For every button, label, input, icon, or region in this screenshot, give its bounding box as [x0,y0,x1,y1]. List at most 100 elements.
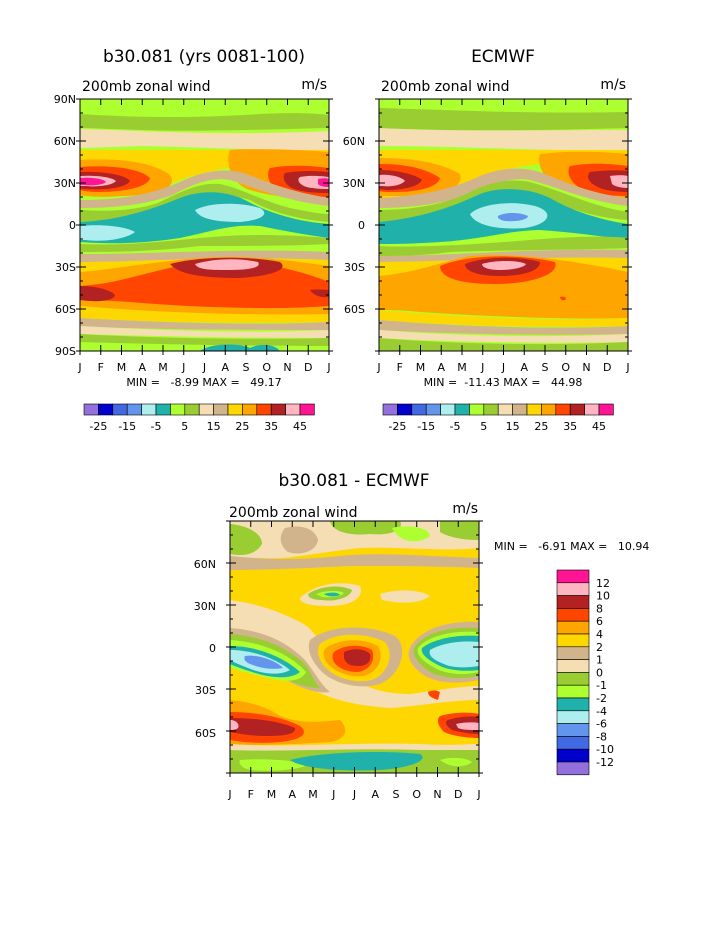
legend-swatch [556,569,590,584]
lat-label: 30N [54,177,76,190]
legend-swatch [556,633,590,648]
legend-swatch [556,608,590,622]
legend-label: -1 [596,679,607,692]
panel-model: b30.081 (yrs 0081-100) 200mb zonal wind … [54,47,333,433]
legend-label: -10 [596,743,614,756]
lat-label: 30S [344,261,365,274]
month-label: N [283,361,291,374]
legend-label: 25 [235,420,249,433]
min-max-stats: MIN = -8.99 MAX = 49.17 [126,376,281,389]
month-label: J [480,361,484,374]
lat-label: 90N [54,93,76,106]
legend-swatch [98,403,114,416]
legend-label: 25 [534,420,548,433]
legend-swatch [556,710,590,724]
month-label: M [457,361,467,374]
legend-swatch [526,403,542,416]
month-label: O [561,361,570,374]
legend-swatch [270,403,286,416]
legend-swatch [555,403,571,416]
month-label: J [501,361,505,374]
legend-swatch [556,684,590,699]
month-label: F [248,788,254,801]
legend-swatch [285,403,301,416]
legend-swatch [425,403,441,416]
contour-field [379,99,628,351]
month-label: M [267,788,277,801]
month-label: J [352,788,356,801]
legend-label: -5 [151,420,162,433]
legend-swatch [126,403,142,416]
legend-swatch [227,403,243,416]
legend-label: 15 [506,420,520,433]
legend-swatch [556,620,590,635]
legend-swatch [483,403,499,416]
legend-label: -8 [596,730,607,743]
legend-label: -12 [596,756,614,769]
legend-swatch [83,403,99,416]
legend-swatch [184,403,200,416]
legend-label: 0 [596,666,603,679]
legend-swatch [512,403,528,416]
panel-subtitle: 200mb zonal wind [381,79,510,95]
legend-swatch [112,403,128,416]
legend-label: -2 [596,692,607,705]
month-label: A [221,361,229,374]
legend-label: 15 [207,420,221,433]
legend-swatch [170,403,186,416]
panel-units: m/s [600,77,626,93]
legend-swatch [556,723,590,737]
lat-label: 0 [358,219,365,232]
legend-label: 8 [596,602,603,615]
month-label: N [582,361,590,374]
month-label: S [542,361,549,374]
axis-ticks [375,98,632,355]
legend-label: -25 [89,420,107,433]
month-label: M [117,361,127,374]
legend-label: 5 [181,420,188,433]
legend-swatch [141,403,157,416]
legend-swatch [213,403,229,416]
month-label: S [393,788,400,801]
legend-swatch [242,403,258,416]
panel-units: m/s [452,501,478,517]
month-label: M [308,788,318,801]
contour-field [80,99,329,351]
month-label: O [412,788,421,801]
y-axis-labels: 60N 30N 0 30S 60S [194,558,216,740]
lat-label: 60S [344,303,365,316]
legend-swatch [569,403,585,416]
month-label: J [476,788,480,801]
month-label: M [416,361,426,374]
month-label: D [603,361,611,374]
lat-label: 30N [343,177,365,190]
legend-swatch [454,403,470,416]
lat-label: 60N [54,135,76,148]
lat-label: 30S [55,261,76,274]
month-label: J [625,361,629,374]
y-axis-labels: 90N 60N 30N 0 30S 60S 90S [54,93,76,358]
legend-swatch [469,403,485,416]
legend-swatch [584,403,600,416]
legend-swatch [541,403,557,416]
month-label: D [454,788,462,801]
lat-label: 0 [209,642,216,655]
month-label: J [326,361,330,374]
month-label: S [243,361,250,374]
legend-label: 2 [596,641,603,654]
panel-difference: b30.081 - ECMWF 200mb zonal wind m/s [194,471,650,801]
legend-label: -4 [596,705,607,718]
panel-title: ECMWF [471,47,535,67]
lat-label: 60N [194,558,216,571]
legend-label: 1 [596,654,603,667]
month-label: F [98,361,104,374]
legend-swatch [155,403,171,416]
legend-label: 6 [596,615,603,628]
panel-subtitle: 200mb zonal wind [82,79,211,95]
axis-ticks [76,98,333,355]
legend-swatch [411,403,427,416]
axis-ticks [226,520,483,777]
month-label: A [437,361,445,374]
